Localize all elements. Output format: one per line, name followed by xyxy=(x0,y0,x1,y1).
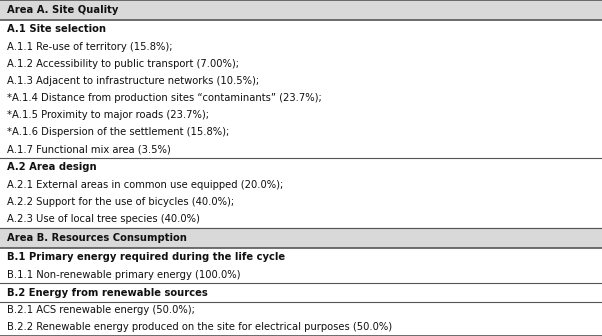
Bar xyxy=(0,90,602,107)
Bar xyxy=(0,158,602,176)
Bar xyxy=(0,227,602,248)
Text: A.1.3 Adjacent to infrastructure networks (10.5%);: A.1.3 Adjacent to infrastructure network… xyxy=(7,76,259,86)
Bar xyxy=(0,124,602,141)
Text: *A.1.6 Dispersion of the settlement (15.8%);: *A.1.6 Dispersion of the settlement (15.… xyxy=(7,127,229,137)
Text: B.2.1 ACS renewable energy (50.0%);: B.2.1 ACS renewable energy (50.0%); xyxy=(7,305,195,316)
Bar xyxy=(0,211,602,227)
Bar xyxy=(0,73,602,90)
Text: B.2.2 Renewable energy produced on the site for electrical purposes (50.0%): B.2.2 Renewable energy produced on the s… xyxy=(7,323,393,333)
Text: A.2 Area design: A.2 Area design xyxy=(7,162,97,172)
Bar xyxy=(0,20,602,39)
Text: A.2.2 Support for the use of bicycles (40.0%);: A.2.2 Support for the use of bicycles (4… xyxy=(7,197,234,207)
Text: A.1.2 Accessibility to public transport (7.00%);: A.1.2 Accessibility to public transport … xyxy=(7,59,239,69)
Text: A.1 Site selection: A.1 Site selection xyxy=(7,25,106,34)
Text: *A.1.5 Proximity to major roads (23.7%);: *A.1.5 Proximity to major roads (23.7%); xyxy=(7,110,209,120)
Text: A.2.3 Use of local tree species (40.0%): A.2.3 Use of local tree species (40.0%) xyxy=(7,214,200,224)
Text: A.1.1 Re-use of territory (15.8%);: A.1.1 Re-use of territory (15.8%); xyxy=(7,42,173,52)
Bar xyxy=(0,319,602,336)
Bar xyxy=(0,107,602,124)
Bar xyxy=(0,194,602,211)
Bar xyxy=(0,248,602,266)
Text: Area B. Resources Consumption: Area B. Resources Consumption xyxy=(7,233,187,243)
Bar xyxy=(0,176,602,194)
Bar xyxy=(0,39,602,56)
Bar xyxy=(0,56,602,73)
Text: B.2 Energy from renewable sources: B.2 Energy from renewable sources xyxy=(7,288,208,298)
Text: *A.1.4 Distance from production sites “contaminants” (23.7%);: *A.1.4 Distance from production sites “c… xyxy=(7,93,322,103)
Bar xyxy=(0,283,602,302)
Bar xyxy=(0,266,602,283)
Text: Area A. Site Quality: Area A. Site Quality xyxy=(7,5,119,15)
Bar xyxy=(0,0,602,20)
Text: B.1 Primary energy required during the life cycle: B.1 Primary energy required during the l… xyxy=(7,252,285,262)
Bar xyxy=(0,141,602,158)
Bar xyxy=(0,302,602,319)
Text: A.1.7 Functional mix area (3.5%): A.1.7 Functional mix area (3.5%) xyxy=(7,144,171,155)
Text: A.2.1 External areas in common use equipped (20.0%);: A.2.1 External areas in common use equip… xyxy=(7,180,284,190)
Text: B.1.1 Non-renewable primary energy (100.0%): B.1.1 Non-renewable primary energy (100.… xyxy=(7,270,241,280)
